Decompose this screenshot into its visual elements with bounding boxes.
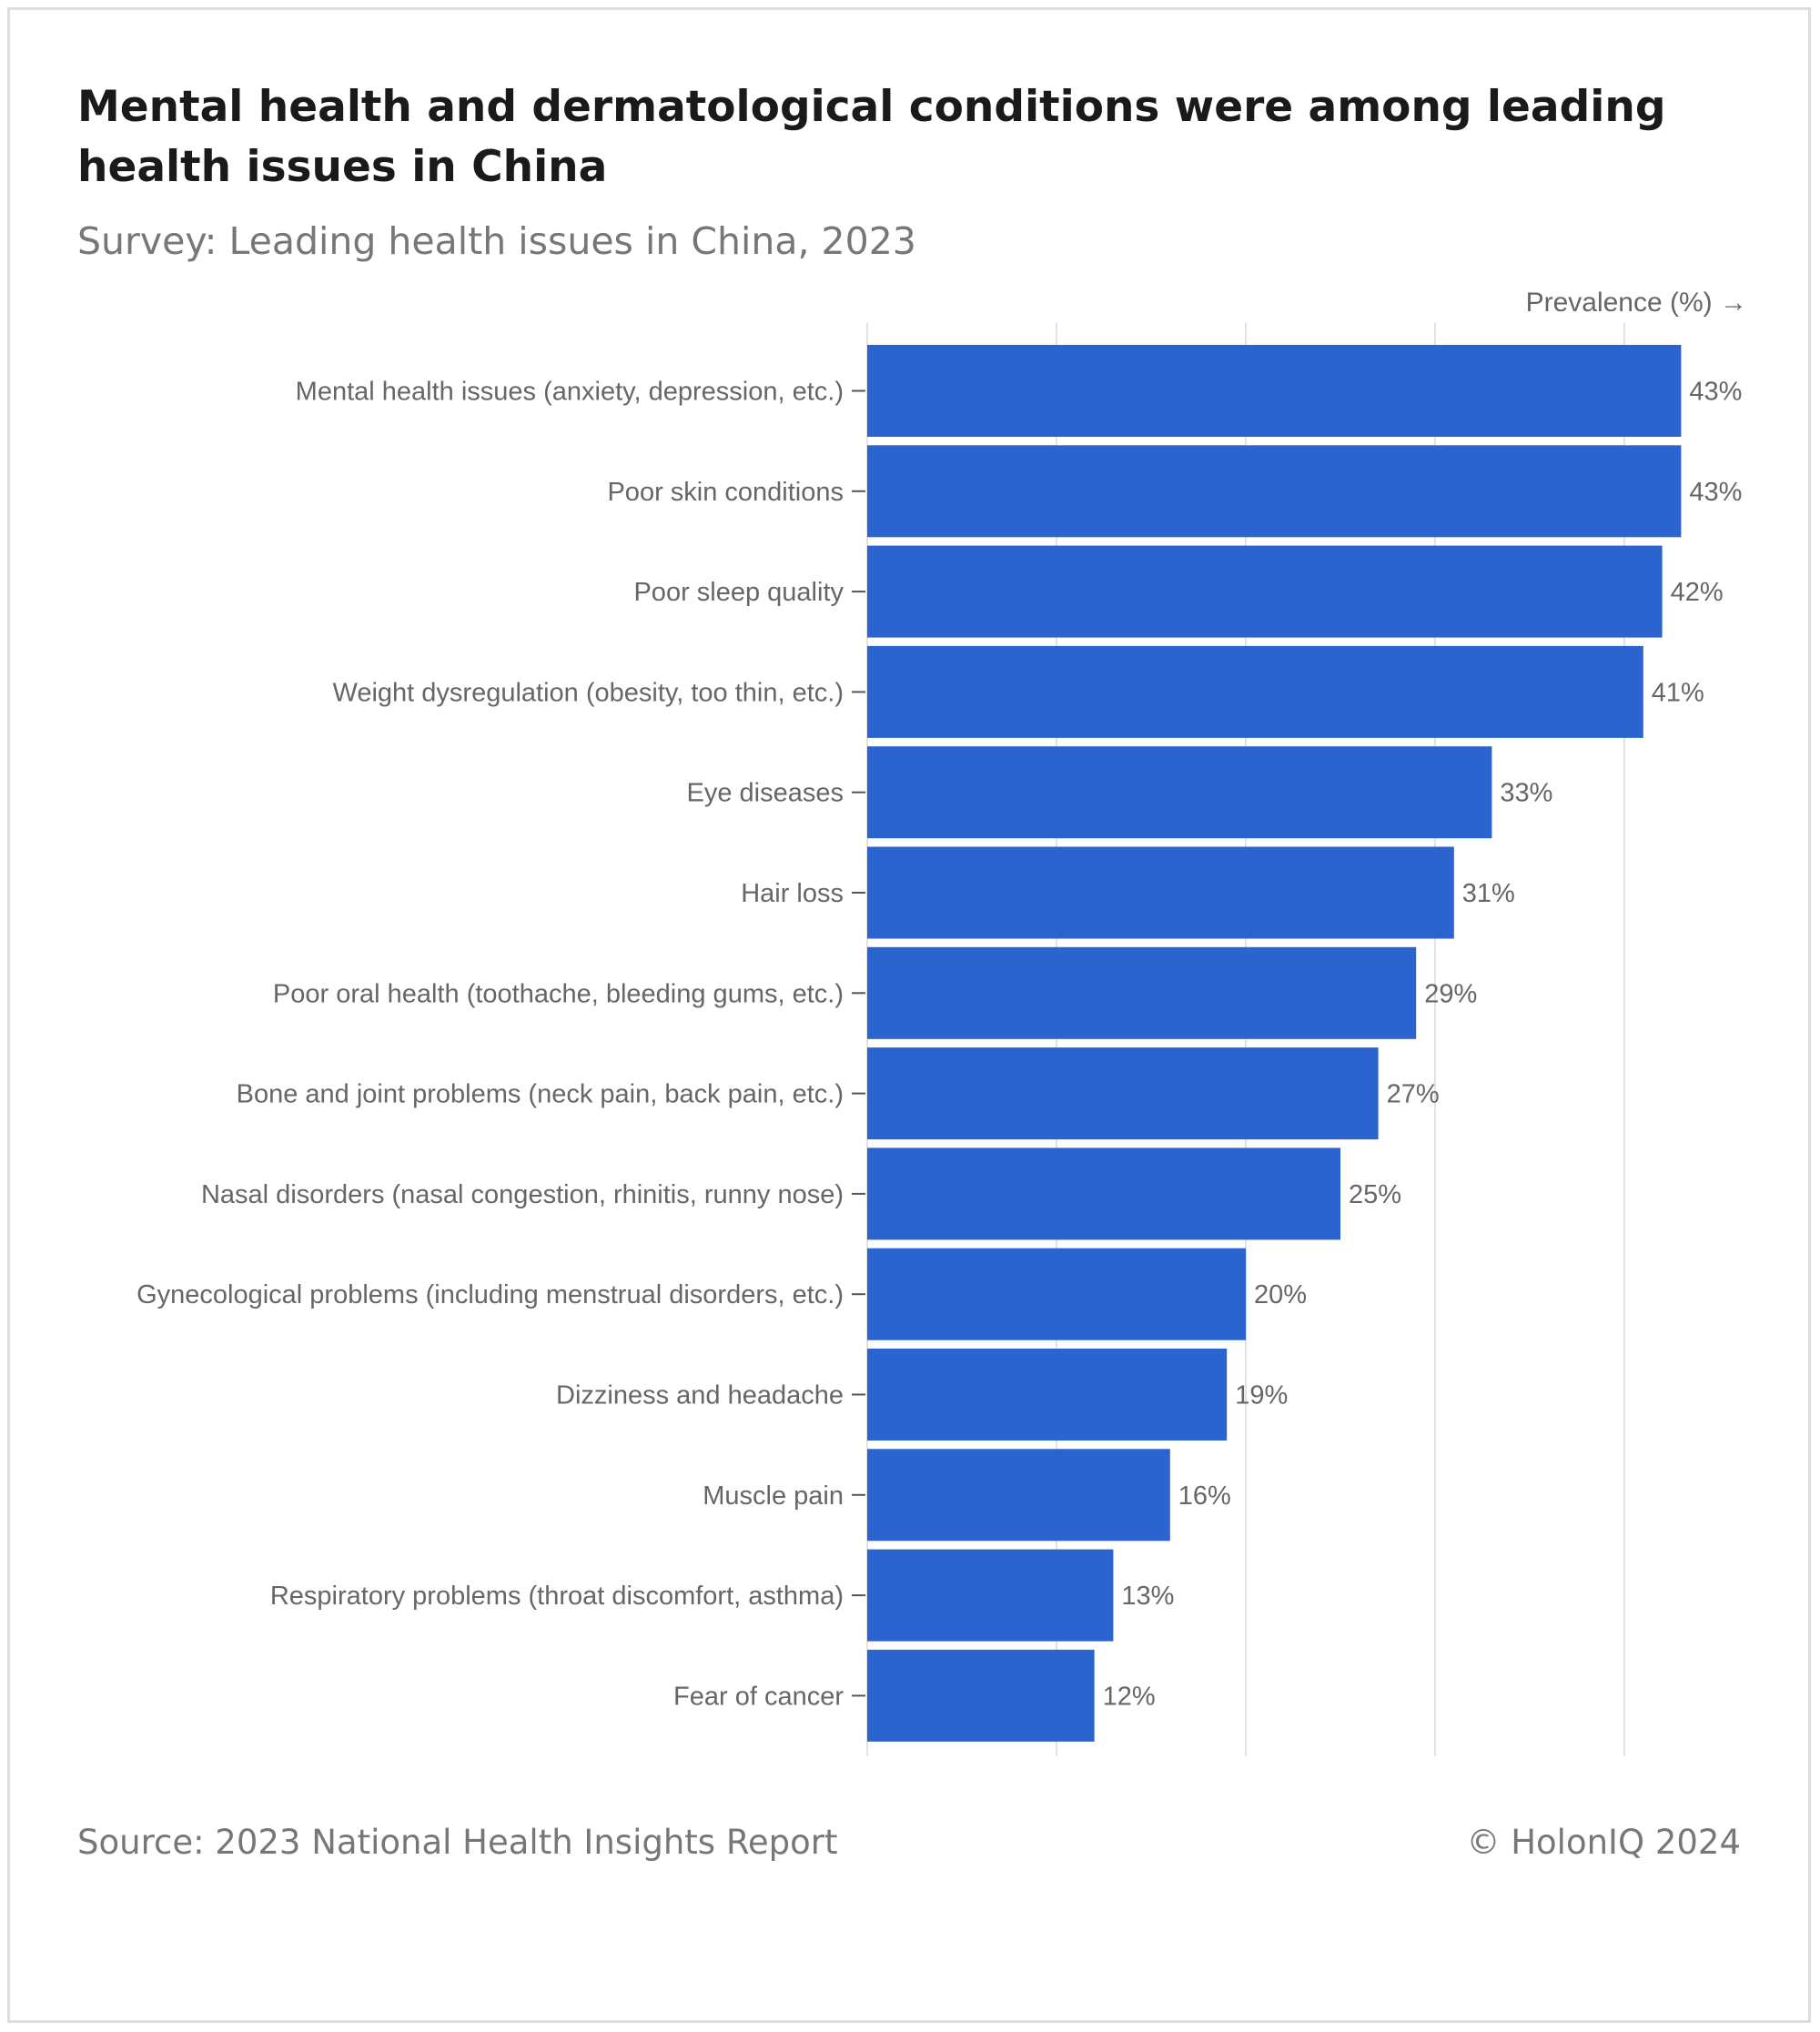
bar-3 bbox=[867, 545, 1663, 638]
data-label-1: 43% bbox=[1689, 378, 1742, 407]
data-label-14: 12% bbox=[1103, 1682, 1156, 1711]
category-labels: Mental health issues (anxiety, depressio… bbox=[136, 378, 865, 1711]
data-label-10: 20% bbox=[1254, 1280, 1307, 1309]
copyright-note: © HolonIQ 2024 bbox=[1466, 1823, 1741, 1862]
bar-8 bbox=[867, 1047, 1379, 1140]
data-label-4: 41% bbox=[1652, 678, 1704, 707]
data-label-2: 43% bbox=[1689, 478, 1742, 507]
bar-4 bbox=[867, 645, 1643, 738]
gridlines bbox=[866, 323, 1625, 1756]
data-label-3: 42% bbox=[1671, 578, 1724, 607]
chart-subtitle: Survey: Leading health issues in China, … bbox=[77, 219, 916, 263]
data-label-5: 33% bbox=[1500, 779, 1552, 808]
data-label-9: 25% bbox=[1349, 1180, 1401, 1209]
bar-10 bbox=[867, 1248, 1246, 1340]
data-labels: 43% 43% 42% 41% 33% 31% 29% 27% 25% 20% 19% 16% 13% 1… bbox=[1103, 378, 1743, 1712]
bar-9 bbox=[867, 1147, 1340, 1240]
x-axis-label: Prevalence (%) → bbox=[1526, 288, 1747, 318]
category-label-12: Muscle pain bbox=[703, 1481, 844, 1511]
bar-14 bbox=[867, 1649, 1095, 1742]
data-label-8: 27% bbox=[1387, 1080, 1440, 1109]
bar-6 bbox=[867, 846, 1454, 939]
category-label-1: Mental health issues (anxiety, depressio… bbox=[296, 378, 844, 407]
bar-7 bbox=[867, 946, 1417, 1039]
chart-title: Mental health and dermatological conditi… bbox=[77, 82, 1666, 192]
category-label-7: Poor oral health (toothache, bleeding gu… bbox=[273, 979, 844, 1008]
bar-11 bbox=[867, 1349, 1228, 1441]
category-label-14: Fear of cancer bbox=[673, 1682, 844, 1711]
category-label-13: Respiratory problems (throat discomfort,… bbox=[270, 1582, 844, 1611]
category-label-11: Dizziness and headache bbox=[556, 1381, 844, 1410]
bar-1 bbox=[867, 345, 1682, 437]
category-label-6: Hair loss bbox=[741, 879, 844, 908]
data-label-11: 19% bbox=[1235, 1381, 1288, 1410]
data-label-12: 16% bbox=[1178, 1481, 1231, 1511]
data-label-6: 31% bbox=[1462, 879, 1515, 908]
source-note: Source: 2023 National Health Insights Re… bbox=[77, 1823, 838, 1862]
bar-5 bbox=[867, 746, 1492, 839]
category-label-8: Bone and joint problems (neck pain, back… bbox=[237, 1080, 844, 1109]
data-label-7: 29% bbox=[1424, 979, 1477, 1008]
category-label-10: Gynecological problems (including menstr… bbox=[136, 1280, 844, 1309]
category-label-4: Weight dysregulation (obesity, too thin,… bbox=[333, 678, 844, 707]
category-label-3: Poor sleep quality bbox=[633, 578, 844, 607]
category-label-2: Poor skin conditions bbox=[607, 478, 844, 507]
bars bbox=[867, 345, 1682, 1742]
bar-2 bbox=[867, 445, 1682, 538]
category-label-9: Nasal disorders (nasal congestion, rhini… bbox=[201, 1180, 844, 1209]
data-label-13: 13% bbox=[1121, 1582, 1174, 1611]
category-label-5: Eye diseases bbox=[687, 779, 844, 808]
bar-13 bbox=[867, 1549, 1114, 1642]
bar-12 bbox=[867, 1449, 1170, 1542]
